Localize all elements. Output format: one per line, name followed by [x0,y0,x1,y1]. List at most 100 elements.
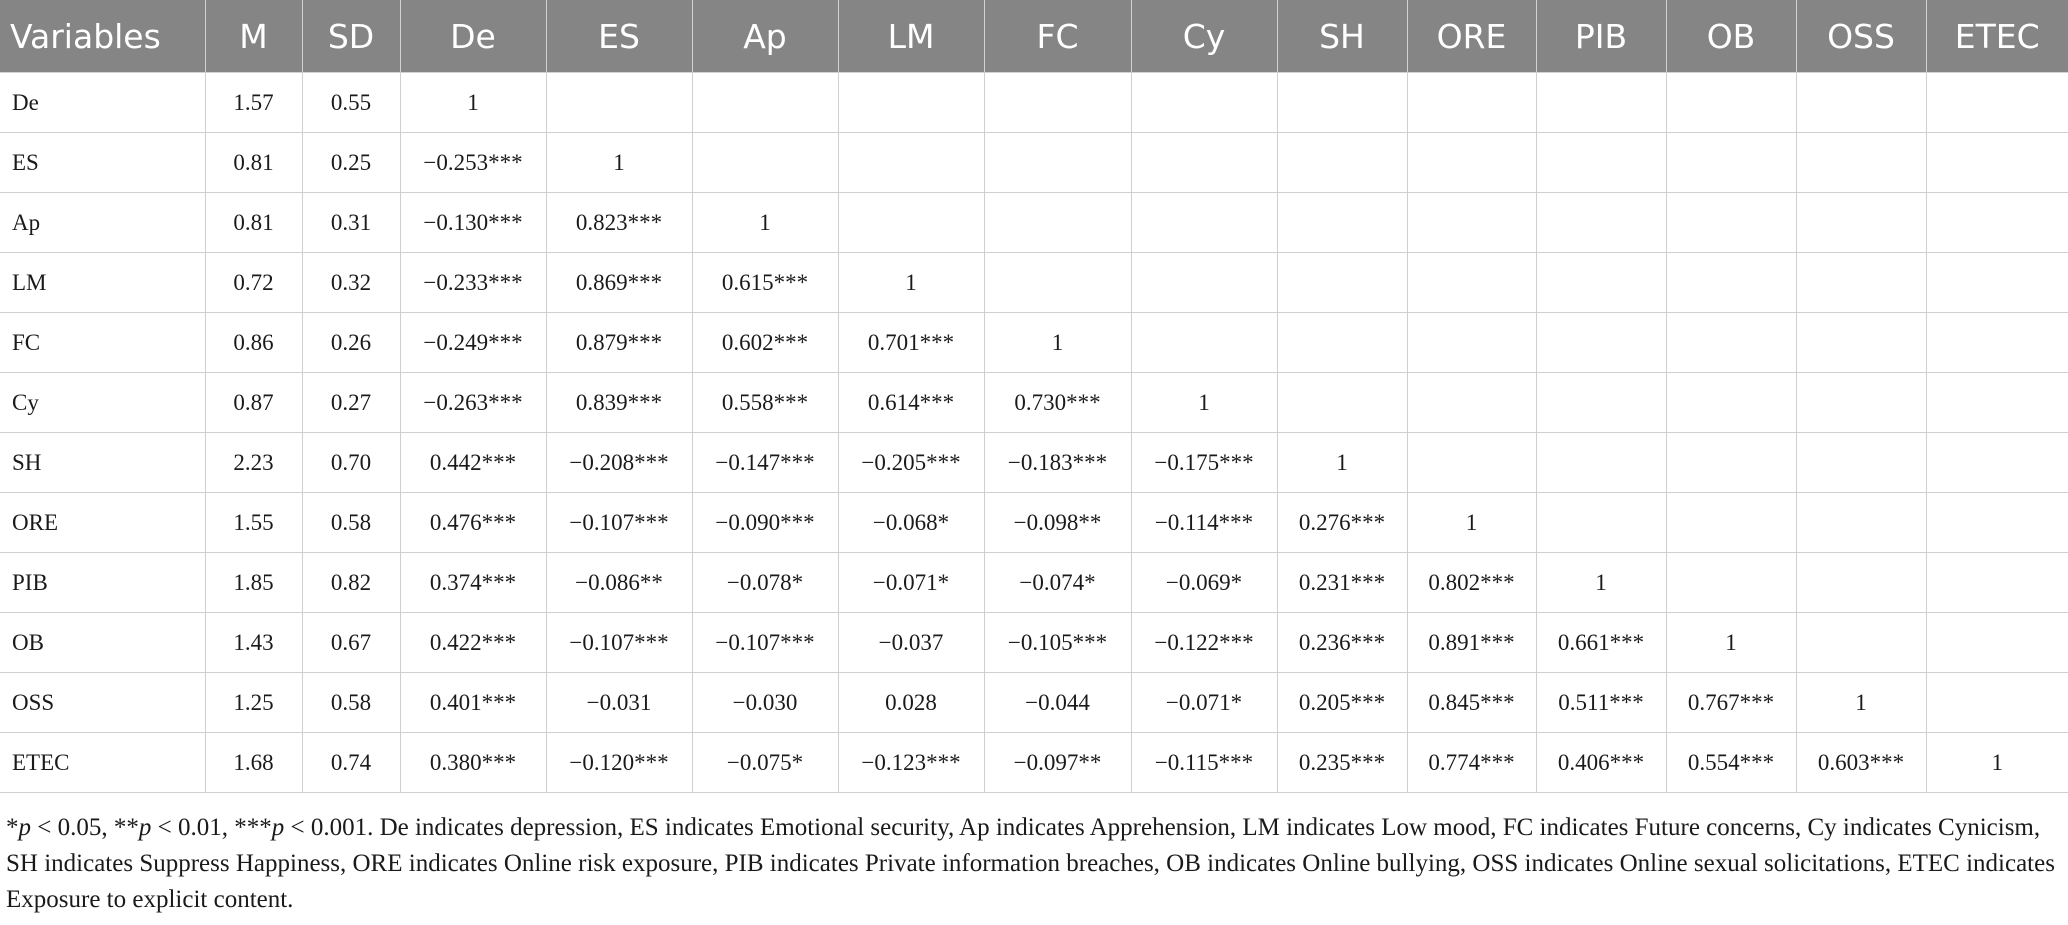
table-cell [1926,372,2068,433]
row-label: OB [0,612,206,673]
table-row: OB 1.43 0.67 0.422*** −0.107*** −0.107*** −0.0… [0,612,2068,673]
table-cell: 0.891*** [1407,612,1537,673]
table-cell [1926,492,2068,553]
table-cell: 0.845*** [1407,672,1537,733]
table-cell [1666,552,1797,613]
table-cell: −0.068* [838,492,985,553]
row-label: SH [0,432,206,493]
table-cell [1407,192,1537,253]
row-label: De [0,72,206,133]
correlation-table-container: Variables M SD De ES Ap LM FC Cy SH ORE PIB OB OSS ETE… [0,0,2068,793]
table-cell: 1 [546,132,693,193]
table-cell: 1 [1131,372,1278,433]
table-cell [1926,672,2068,733]
table-cell: 0.27 [302,372,401,433]
table-cell: −0.208*** [546,432,693,493]
table-cell [1131,252,1278,313]
table-cell: 0.70 [302,432,401,493]
column-header-m: M [205,0,303,73]
table-cell: 1 [838,252,985,313]
table-cell: 1.25 [205,672,303,733]
table-cell: −0.030 [692,672,839,733]
table-cell [984,192,1132,253]
table-cell [1536,492,1667,553]
table-cell: −0.071* [1131,672,1278,733]
table-cell: 0.879*** [546,312,693,373]
table-cell: 1 [1407,492,1537,553]
row-label: Ap [0,192,206,253]
column-header-cy: Cy [1131,0,1278,73]
table-cell [1796,492,1927,553]
table-cell: 1 [1666,612,1797,673]
table-cell [546,72,693,133]
table-cell [1926,72,2068,133]
table-cell: 0.67 [302,612,401,673]
table-cell: −0.233*** [400,252,547,313]
table-cell [1536,132,1667,193]
table-cell: 1 [1277,432,1408,493]
table-cell: 0.231*** [1277,552,1408,613]
table-cell: 0.614*** [838,372,985,433]
column-header-lm: LM [838,0,985,73]
column-header-es: ES [546,0,693,73]
table-cell: −0.044 [984,672,1132,733]
table-cell: 0.81 [205,132,303,193]
table-cell [1796,312,1927,373]
table-cell: 0.31 [302,192,401,253]
table-cell: −0.253*** [400,132,547,193]
table-cell: −0.183*** [984,432,1132,493]
table-cell [1407,252,1537,313]
table-cell [1926,192,2068,253]
table-cell: 0.802*** [1407,552,1537,613]
table-cell [1926,612,2068,673]
table-cell [1796,252,1927,313]
table-cell: 1.43 [205,612,303,673]
table-cell [1796,132,1927,193]
table-cell: 0.839*** [546,372,693,433]
table-cell [984,132,1132,193]
table-cell: 1.68 [205,732,303,793]
table-cell [1131,312,1278,373]
row-label: Cy [0,372,206,433]
table-cell [1666,312,1797,373]
table-cell [1796,432,1927,493]
table-cell: −0.107*** [692,612,839,673]
column-header-fc: FC [984,0,1132,73]
table-row: OSS 1.25 0.58 0.401*** −0.031 −0.030 0.028 −0.0… [0,672,2068,733]
table-cell: 0.615*** [692,252,839,313]
row-label: PIB [0,552,206,613]
table-cell: 0.476*** [400,492,547,553]
table-cell [984,252,1132,313]
table-cell [1277,192,1408,253]
table-cell [1796,72,1927,133]
table-cell: 0.603*** [1796,732,1927,793]
row-label: ETEC [0,732,206,793]
footnote-star: * [6,814,19,841]
table-cell: 0.87 [205,372,303,433]
table-cell [1926,552,2068,613]
table-cell: 0.422*** [400,612,547,673]
table-cell [1277,72,1408,133]
column-header-ap: Ap [692,0,839,73]
table-cell: −0.147*** [692,432,839,493]
table-cell [1407,372,1537,433]
table-cell [1277,132,1408,193]
table-cell: 1 [1926,732,2068,793]
table-body: De 1.57 0.55 1 ES 0.81 0.25 −0.253*** 1 Ap 0.81 0.3… [0,72,2068,793]
table-cell [1926,312,2068,373]
table-cell: 0.82 [302,552,401,613]
table-cell: −0.263*** [400,372,547,433]
table-cell [1407,72,1537,133]
table-cell: 0.26 [302,312,401,373]
table-cell: −0.105*** [984,612,1132,673]
table-cell [1131,72,1278,133]
table-cell [1796,612,1927,673]
row-label: ORE [0,492,206,553]
table-row: ORE 1.55 0.58 0.476*** −0.107*** −0.090*** −0.… [0,492,2068,553]
table-cell [1666,252,1797,313]
table-cell: 0.823*** [546,192,693,253]
table-cell [1536,432,1667,493]
table-cell: 0.380*** [400,732,547,793]
table-cell: −0.098** [984,492,1132,553]
footnote-p-italic: p [138,814,152,841]
